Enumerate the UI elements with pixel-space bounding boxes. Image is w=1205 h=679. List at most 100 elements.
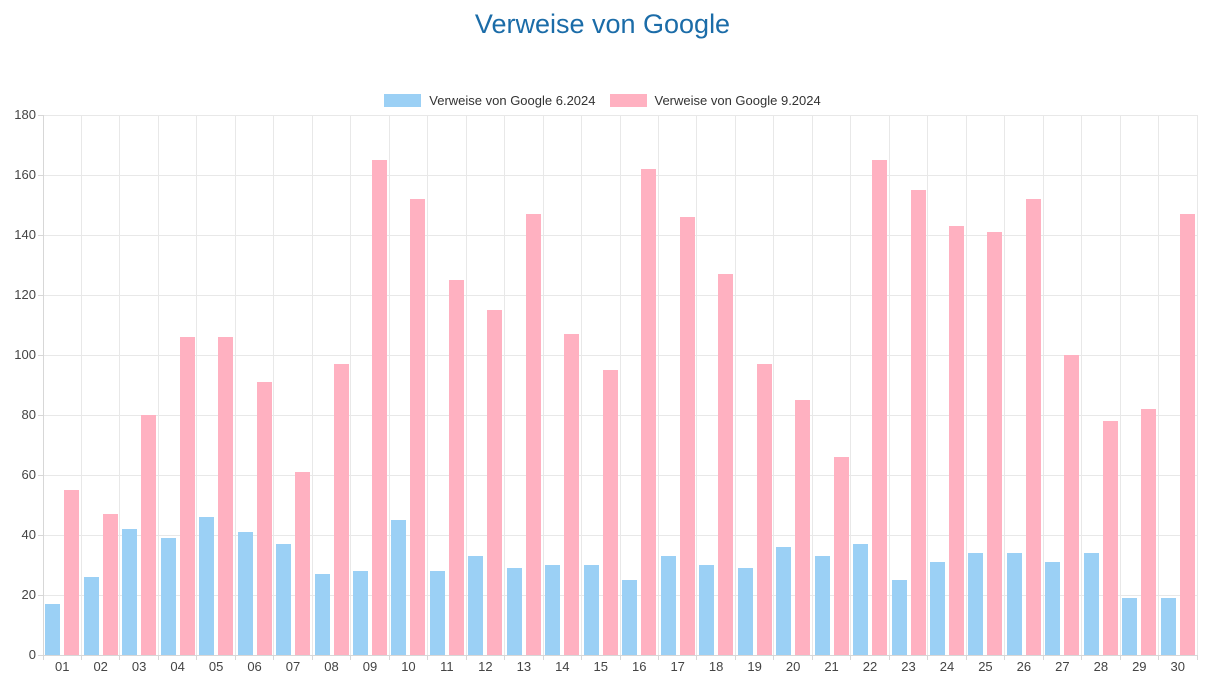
legend-item-6-2024[interactable]: Verweise von Google 6.2024 bbox=[384, 93, 596, 109]
bar-series2-day-28[interactable] bbox=[1102, 421, 1118, 655]
x-tick-24 bbox=[965, 655, 967, 660]
bar-series1-day-19[interactable] bbox=[737, 568, 753, 655]
x-gridline-16 bbox=[657, 115, 659, 655]
bar-series2-day-08[interactable] bbox=[333, 364, 349, 655]
x-axis-label-24: 24 bbox=[939, 659, 955, 674]
bar-series1-day-11[interactable] bbox=[429, 571, 445, 655]
x-tick-20 bbox=[811, 655, 813, 660]
bar-series2-day-23[interactable] bbox=[910, 190, 926, 655]
bar-series1-day-25[interactable] bbox=[968, 553, 984, 655]
bar-series2-day-20[interactable] bbox=[795, 400, 811, 655]
bar-series1-day-07[interactable] bbox=[276, 544, 292, 655]
bar-series2-day-22[interactable] bbox=[872, 160, 888, 655]
x-axis-label-01: 01 bbox=[54, 659, 70, 674]
x-axis-label-16: 16 bbox=[631, 659, 647, 674]
bar-series2-day-10[interactable] bbox=[410, 199, 426, 655]
bar-series2-day-21[interactable] bbox=[833, 457, 849, 655]
bar-series2-day-03[interactable] bbox=[141, 415, 157, 655]
bar-series1-day-06[interactable] bbox=[237, 532, 253, 655]
bar-series2-day-12[interactable] bbox=[487, 310, 503, 655]
bar-series2-day-04[interactable] bbox=[179, 337, 195, 655]
legend: Verweise von Google 6.2024 Verweise von … bbox=[0, 92, 1205, 109]
bar-series2-day-01[interactable] bbox=[64, 490, 80, 655]
bar-series1-day-18[interactable] bbox=[699, 565, 715, 655]
bar-series2-day-14[interactable] bbox=[564, 334, 580, 655]
y-axis-label-140: 140 bbox=[14, 227, 36, 242]
x-tick-28 bbox=[1119, 655, 1121, 660]
y-tick-180 bbox=[38, 114, 43, 116]
x-tick-26 bbox=[1042, 655, 1044, 660]
bar-series1-day-02[interactable] bbox=[83, 577, 99, 655]
bar-series1-day-09[interactable] bbox=[352, 571, 368, 655]
bar-series2-day-17[interactable] bbox=[679, 217, 695, 655]
x-gridline-15 bbox=[619, 115, 621, 655]
bar-series1-day-27[interactable] bbox=[1045, 562, 1061, 655]
bar-series2-day-07[interactable] bbox=[295, 472, 311, 655]
y-tick-160 bbox=[38, 174, 43, 176]
x-gridline-29 bbox=[1158, 115, 1160, 655]
x-axis-label-10: 10 bbox=[401, 659, 416, 674]
bar-series1-day-16[interactable] bbox=[622, 580, 638, 655]
bar-series2-day-30[interactable] bbox=[1179, 214, 1195, 655]
bar-series2-day-29[interactable] bbox=[1141, 409, 1157, 655]
y-tick-120 bbox=[38, 294, 43, 296]
bar-series2-day-02[interactable] bbox=[102, 514, 118, 655]
y-tick-20 bbox=[38, 594, 43, 596]
bar-series1-day-17[interactable] bbox=[660, 556, 676, 655]
legend-item-9-2024[interactable]: Verweise von Google 9.2024 bbox=[609, 93, 821, 109]
bar-series1-day-22[interactable] bbox=[853, 544, 869, 655]
x-tick-5 bbox=[234, 655, 236, 660]
bar-series1-day-14[interactable] bbox=[545, 565, 561, 655]
bar-series1-day-10[interactable] bbox=[391, 520, 407, 655]
bar-series1-day-15[interactable] bbox=[583, 565, 599, 655]
bar-series2-day-13[interactable] bbox=[525, 214, 541, 655]
x-axis-label-22: 22 bbox=[862, 659, 878, 674]
x-axis-label-03: 03 bbox=[131, 659, 147, 674]
bar-series2-day-18[interactable] bbox=[718, 274, 734, 655]
bar-series1-day-26[interactable] bbox=[1006, 553, 1022, 655]
bar-series1-day-05[interactable] bbox=[199, 517, 215, 655]
x-tick-13 bbox=[542, 655, 544, 660]
x-tick-4 bbox=[196, 655, 198, 660]
x-tick-21 bbox=[850, 655, 852, 660]
x-axis-label-17: 17 bbox=[670, 659, 685, 674]
bar-series2-day-09[interactable] bbox=[371, 160, 387, 655]
x-gridline-11 bbox=[465, 115, 467, 655]
x-gridline-0 bbox=[42, 115, 44, 655]
bar-series1-day-03[interactable] bbox=[122, 529, 138, 655]
y-axis-label-0: 0 bbox=[28, 647, 36, 662]
bar-series2-day-16[interactable] bbox=[641, 169, 657, 655]
bar-series2-day-15[interactable] bbox=[602, 370, 618, 655]
bar-series1-day-30[interactable] bbox=[1160, 598, 1176, 655]
x-tick-8 bbox=[350, 655, 352, 660]
bar-series1-day-29[interactable] bbox=[1122, 598, 1138, 655]
x-axis-label-15: 15 bbox=[593, 659, 608, 674]
bar-series1-day-20[interactable] bbox=[776, 547, 792, 655]
x-gridline-23 bbox=[927, 115, 929, 655]
bar-series2-day-19[interactable] bbox=[756, 364, 772, 655]
x-tick-14 bbox=[581, 655, 583, 660]
x-tick-12 bbox=[504, 655, 506, 660]
bar-series1-day-08[interactable] bbox=[314, 574, 330, 655]
bar-series2-day-26[interactable] bbox=[1025, 199, 1041, 655]
x-axis-label-30: 30 bbox=[1170, 659, 1185, 674]
bar-series1-day-01[interactable] bbox=[45, 604, 61, 655]
bar-series2-day-06[interactable] bbox=[256, 382, 272, 655]
bar-series2-day-27[interactable] bbox=[1064, 355, 1080, 655]
bar-series2-day-05[interactable] bbox=[218, 337, 234, 655]
bar-series1-day-13[interactable] bbox=[506, 568, 522, 655]
bar-series2-day-24[interactable] bbox=[948, 226, 964, 655]
x-gridline-30 bbox=[1196, 115, 1198, 655]
bar-series1-day-04[interactable] bbox=[160, 538, 176, 655]
x-axis-label-11: 11 bbox=[440, 659, 454, 674]
x-tick-30 bbox=[1196, 655, 1198, 660]
bar-series2-day-11[interactable] bbox=[448, 280, 464, 655]
bar-series1-day-21[interactable] bbox=[814, 556, 830, 655]
bar-series1-day-28[interactable] bbox=[1083, 553, 1099, 655]
bar-series2-day-25[interactable] bbox=[987, 232, 1003, 655]
bar-series1-day-12[interactable] bbox=[468, 556, 484, 655]
bar-series1-day-23[interactable] bbox=[891, 580, 907, 655]
legend-swatch-6-2024 bbox=[384, 94, 422, 107]
bar-series1-day-24[interactable] bbox=[929, 562, 945, 655]
x-axis-label-23: 23 bbox=[901, 659, 916, 674]
